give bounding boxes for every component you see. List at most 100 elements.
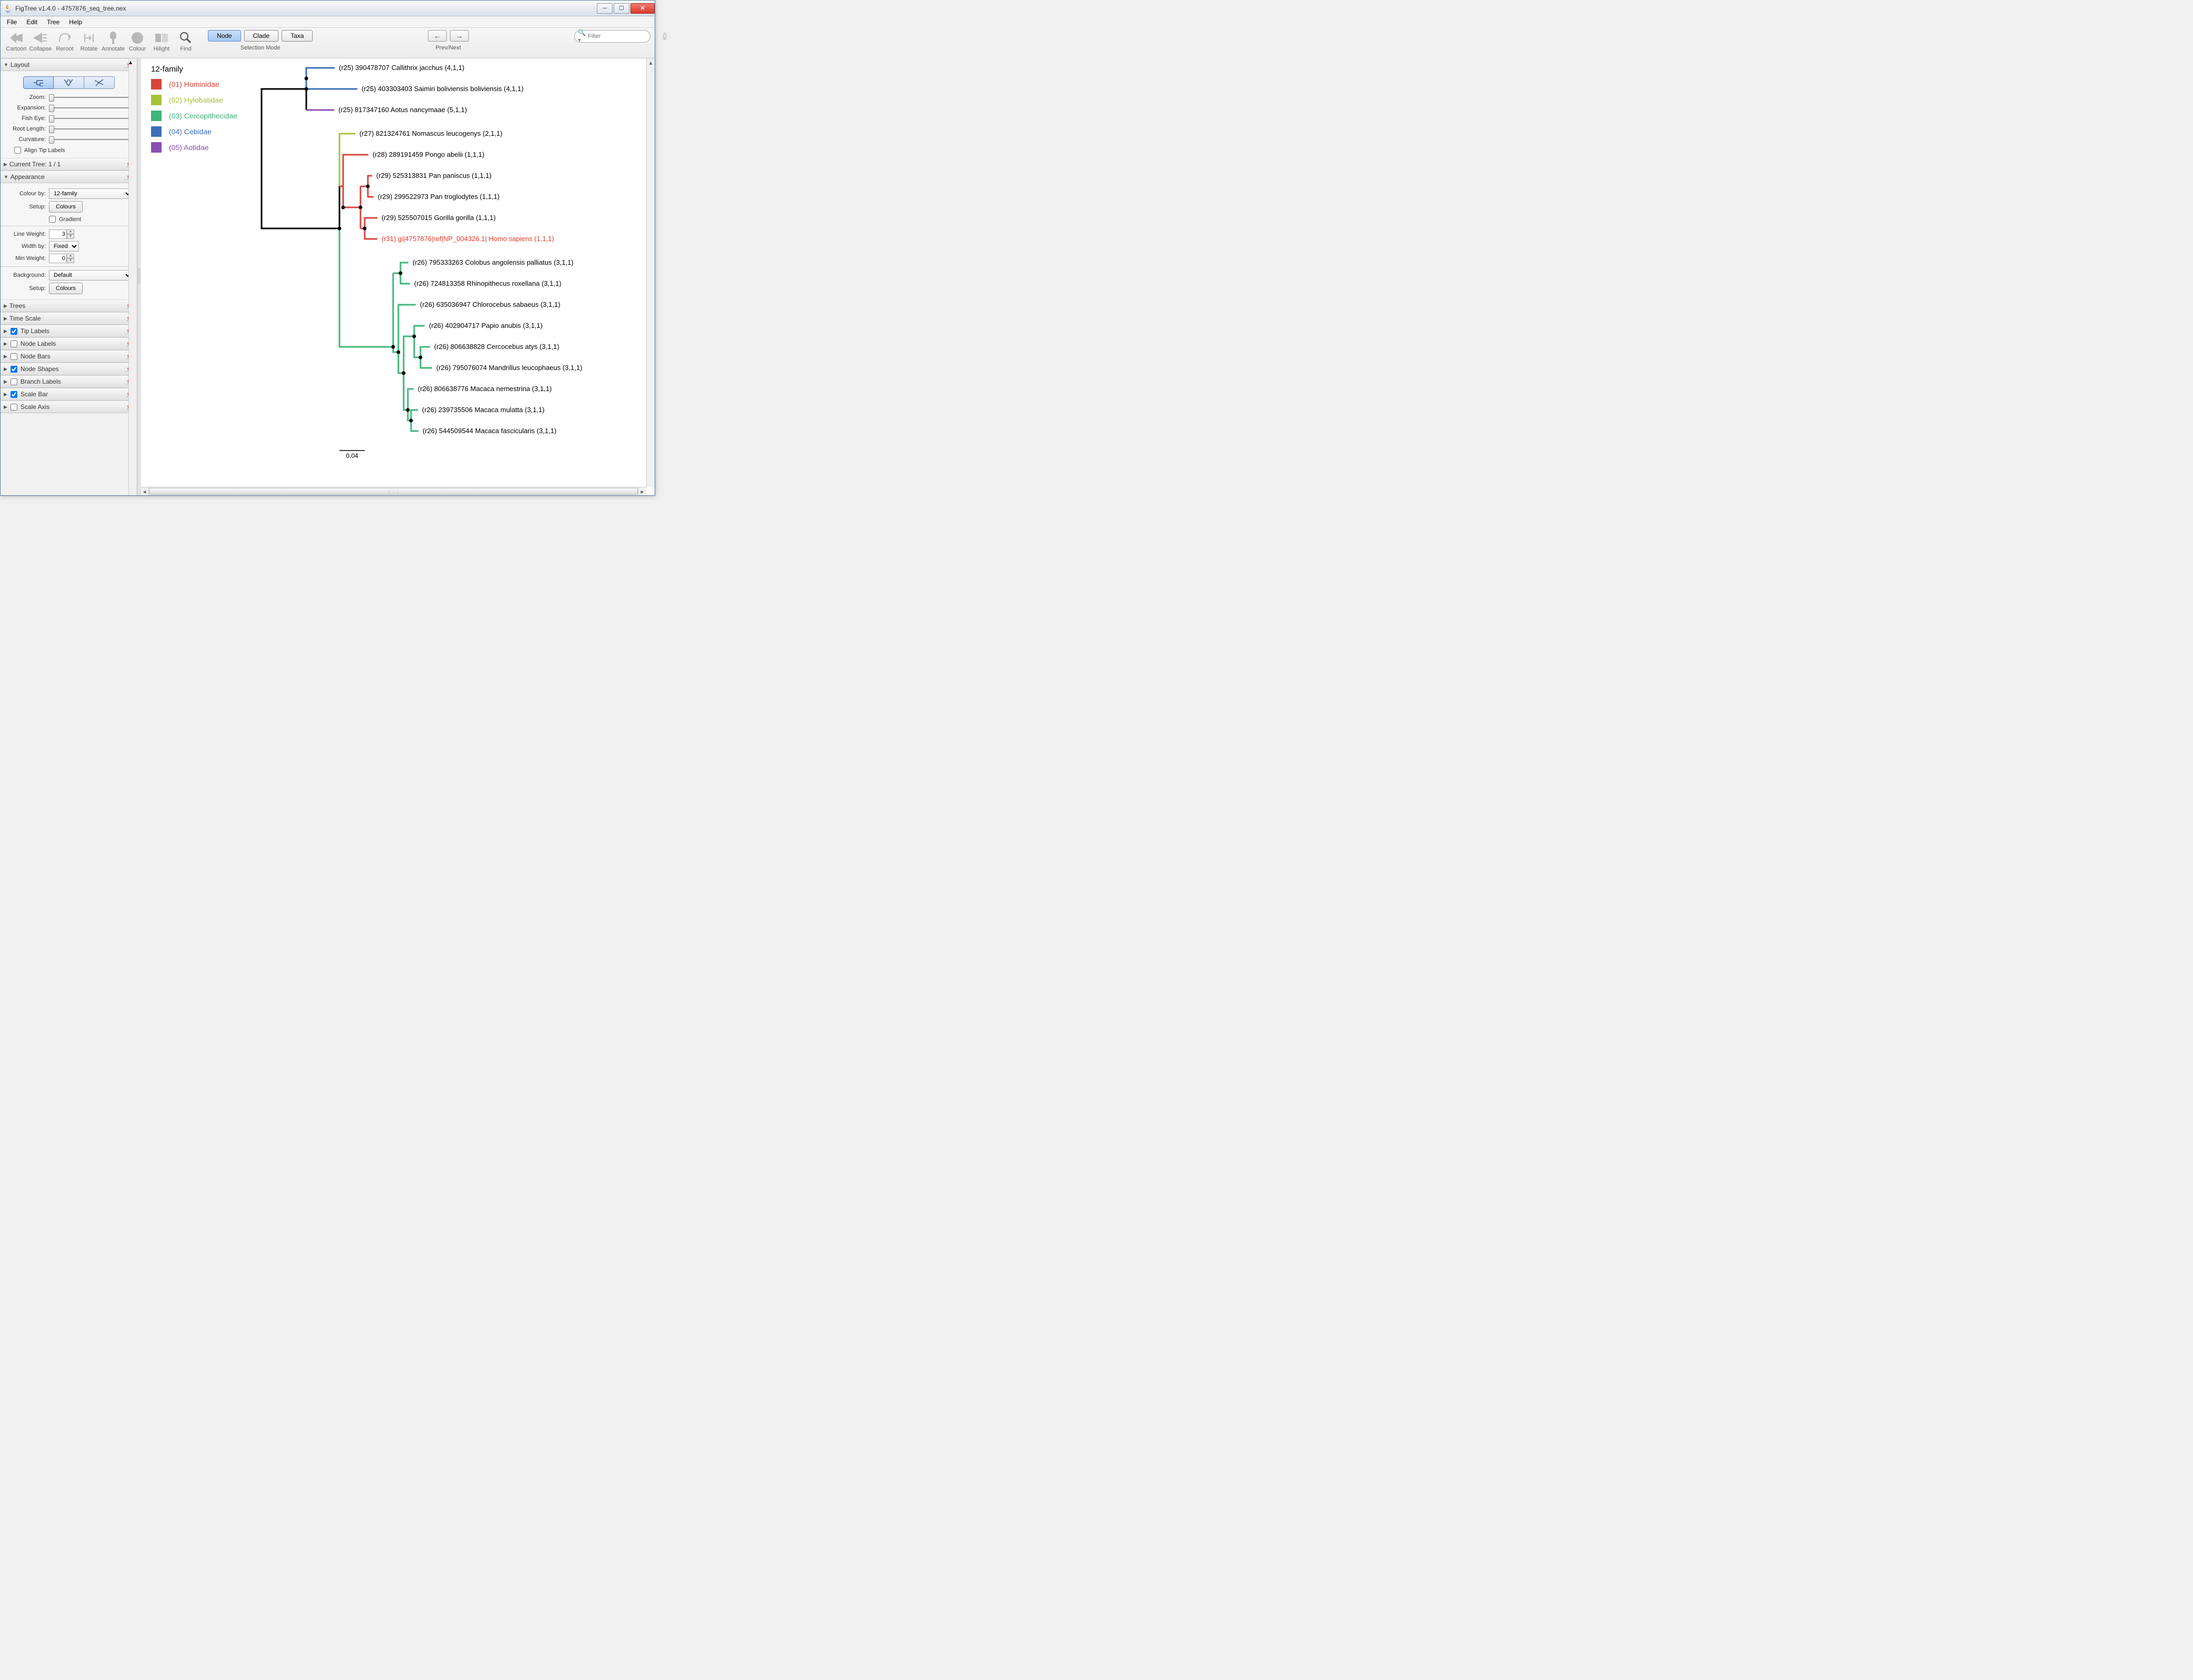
panel-check[interactable] [11,328,17,335]
tip-label[interactable]: (r26) 402904717 Papio anubis (3,1,1) [429,322,543,329]
internal-node[interactable] [366,185,370,188]
background-select[interactable]: Default [49,270,133,281]
internal-node[interactable] [409,419,413,423]
colours-button[interactable]: Colours [49,201,83,213]
tb-colour[interactable]: Colour [126,30,149,52]
panel-layout-header[interactable]: ▼Layout📌 [1,58,137,71]
internal-node[interactable] [363,227,367,231]
tip-label[interactable]: (r26) 239735506 Macaca mulatta (3,1,1) [422,406,545,414]
sidebar-scrollbar[interactable]: ▴ [128,58,137,495]
branch[interactable] [306,78,357,89]
internal-node[interactable] [413,335,416,338]
branch[interactable] [411,410,418,421]
tree-canvas[interactable]: (r25) 390478707 Callithrix jacchus (4,1,… [141,58,655,495]
filter-box[interactable]: 🔍▾ ✕ [574,30,650,43]
branch[interactable] [262,89,306,158]
next-button[interactable]: → [450,30,469,42]
maximize-button[interactable]: ☐ [614,3,629,14]
internal-node[interactable] [397,351,400,354]
branch[interactable] [339,228,393,347]
tip-label[interactable]: (r28) 289191459 Pongo abelii (1,1,1) [373,151,484,158]
tb-hilight[interactable]: Hilight [150,30,173,52]
internal-node[interactable] [406,408,410,412]
internal-node[interactable] [392,345,395,349]
panel-check[interactable] [11,341,17,347]
panel-time-scale[interactable]: ▶Time Scale📌 [1,312,137,325]
tip-label[interactable]: (r26) 724813358 Rhinopithecus roxellana … [414,279,562,287]
rect-tree-btn[interactable] [23,76,54,89]
internal-node[interactable] [419,356,423,359]
branch[interactable] [398,305,416,352]
min-weight-spinner[interactable]: ▲▼ [49,254,74,263]
tip-label[interactable]: (r26) 806638828 Cercocebus atys (3,1,1) [434,343,559,351]
panel-currenttree[interactable]: ▶Current Tree: 1 / 1📌 [1,158,137,171]
tb-rotate[interactable]: Rotate [77,30,101,52]
panel-check[interactable] [11,366,17,373]
tb-cartoon[interactable]: Cartoon [5,30,28,52]
tip-label[interactable]: (r27) 821324761 Nomascus leucogenys (2,1… [359,129,503,137]
titlebar[interactable]: FigTree v1.4.0 - 4757876_seq_tree.nex ─ … [1,1,655,16]
branch[interactable] [262,158,339,228]
tip-label[interactable]: (r26) 795076074 Mandrillus leucophaeus (… [436,364,583,372]
panel-node-labels[interactable]: ▶Node Labels📌 [1,337,137,350]
menu-edit[interactable]: Edit [22,17,42,27]
curvature-slider[interactable] [49,135,133,144]
tip-label[interactable]: (r26) 544509544 Macaca fascicularis (3,1… [423,427,556,435]
branch[interactable] [365,228,377,239]
internal-node[interactable] [305,87,308,91]
internal-node[interactable] [342,206,345,209]
minimize-button[interactable]: ─ [597,3,613,14]
gradient-check[interactable] [49,216,56,223]
internal-node[interactable] [399,272,403,275]
menu-help[interactable]: Help [65,17,86,27]
tip-label[interactable]: (r26) 795333263 Colobus angolensis palli… [413,258,574,266]
internal-node[interactable] [359,206,363,209]
panel-check[interactable] [11,404,17,411]
branch[interactable] [411,421,418,431]
clear-filter-icon[interactable]: ✕ [663,33,667,40]
zoom-slider[interactable] [49,93,133,102]
sel-taxa[interactable]: Taxa [282,30,313,42]
line-weight-spinner[interactable]: ▲▼ [49,229,74,239]
tip-label[interactable]: (r29) 525313831 Pan paniscus (1,1,1) [376,172,492,179]
close-button[interactable]: ✕ [630,3,655,14]
panel-branch-labels[interactable]: ▶Branch Labels📌 [1,375,137,388]
panel-check[interactable] [11,378,17,385]
branch[interactable] [400,273,410,284]
tip-label[interactable]: (r29) 525507015 Gorilla gorilla (1,1,1) [382,214,496,222]
branch[interactable] [420,347,430,357]
branch[interactable] [408,389,414,410]
branch[interactable] [343,155,368,186]
branch[interactable] [414,326,425,336]
align-tips-check[interactable] [14,147,21,154]
branch[interactable] [365,218,377,228]
tb-reroot[interactable]: Reroot [53,30,76,52]
branch[interactable] [420,357,432,368]
branch[interactable] [414,336,420,357]
tip-label[interactable]: (r25) 817347160 Aotus nancymaae (5,1,1) [338,106,467,114]
canvas-vscroll[interactable]: ▴ [646,58,655,487]
polar-tree-btn[interactable] [54,76,84,89]
sel-node[interactable]: Node [208,30,241,42]
internal-node[interactable] [305,77,308,81]
tip-label[interactable]: (r31) gi|4757876|ref|NP_004326.1| Homo s… [382,235,554,243]
tip-label[interactable]: (r26) 806638776 Macaca nemestrina (3,1,1… [418,385,552,393]
fisheye-slider[interactable] [49,114,133,123]
panel-check[interactable] [11,391,17,398]
prev-button[interactable]: ← [428,30,447,42]
panel-check[interactable] [11,353,17,360]
panel-node-shapes[interactable]: ▶Node Shapes📌 [1,363,137,375]
menu-file[interactable]: File [3,17,21,27]
branch[interactable] [306,68,335,78]
branch[interactable] [400,263,408,273]
width-by-select[interactable]: Fixed [49,241,79,252]
panel-scale-axis[interactable]: ▶Scale Axis📌 [1,401,137,413]
panel-appearance-header[interactable]: ▼Appearance📌 [1,171,137,183]
panel-trees[interactable]: ▶Trees📌 [1,299,137,312]
tip-label[interactable]: (r29) 299522973 Pan troglodytes (1,1,1) [378,193,499,201]
colour-by-select[interactable]: 12-family [49,188,133,199]
radial-tree-btn[interactable] [84,76,115,89]
tb-collapse[interactable]: Collapse [29,30,52,52]
canvas-hscroll[interactable]: ◂⋮⋮⋮▸ [141,487,646,495]
tb-annotate[interactable]: Annotate [102,30,125,52]
